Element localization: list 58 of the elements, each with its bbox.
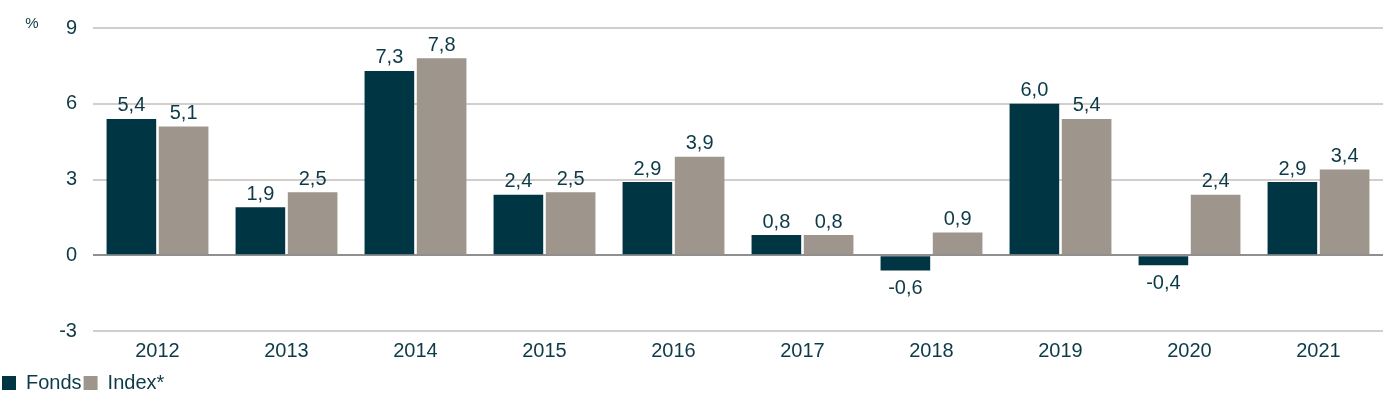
data-label: 0,8	[762, 209, 791, 232]
bar	[1190, 194, 1241, 255]
data-label: 2,4	[504, 169, 533, 192]
data-label: 2,4	[1201, 169, 1230, 192]
x-tick-label: 2019	[1038, 338, 1083, 361]
y-tick-label: 3	[65, 167, 77, 190]
bar	[1319, 169, 1370, 255]
bar	[751, 235, 802, 255]
bar	[1009, 103, 1060, 255]
legend-label: Fonds	[26, 370, 82, 393]
bar	[493, 194, 544, 255]
x-tick-label: 2013	[264, 338, 309, 361]
data-label: 7,3	[375, 45, 404, 68]
bar	[364, 70, 415, 255]
data-label: 2,9	[1278, 156, 1307, 179]
data-label: 5,4	[1072, 93, 1101, 116]
bar	[287, 192, 338, 255]
data-label: 1,9	[246, 181, 275, 204]
bar	[158, 126, 209, 255]
data-label: -0,6	[888, 275, 923, 298]
data-label: 6,0	[1020, 78, 1049, 101]
x-tick-label: 2015	[522, 338, 567, 361]
data-label: 3,9	[685, 131, 714, 154]
legend-label: Index*	[107, 370, 165, 393]
bar	[674, 156, 725, 255]
bar	[1267, 182, 1318, 255]
x-tick-label: 2014	[393, 338, 438, 361]
x-tick-label: 2012	[135, 338, 180, 361]
data-label: 0,8	[814, 209, 843, 232]
data-label: 3,4	[1330, 143, 1359, 166]
bar	[416, 58, 467, 255]
data-label: 7,8	[427, 32, 456, 55]
y-tick-label: 9	[65, 15, 77, 38]
data-label: 2,9	[633, 156, 662, 179]
bar	[106, 118, 157, 255]
data-label: 2,5	[556, 166, 585, 189]
data-label: 0,9	[943, 207, 972, 230]
x-tick-label: 2016	[651, 338, 696, 361]
bar	[545, 192, 596, 255]
data-label: 2,5	[298, 166, 327, 189]
x-tick-label: 2017	[780, 338, 825, 361]
bar	[1138, 256, 1189, 266]
bar	[235, 207, 286, 255]
x-tick-label: 2021	[1296, 338, 1341, 361]
x-tick-label: 2018	[909, 338, 954, 361]
x-tick-label: 2020	[1167, 338, 1212, 361]
y-tick-label: 6	[65, 91, 77, 114]
bar	[1061, 118, 1112, 255]
data-label: 5,1	[169, 100, 198, 123]
data-label: -0,4	[1146, 270, 1181, 293]
y-axis-title: %	[25, 14, 39, 32]
data-label: 5,4	[117, 93, 146, 116]
bar	[932, 232, 983, 255]
bar	[803, 235, 854, 255]
y-tick-label: 0	[65, 242, 77, 265]
bar	[880, 256, 931, 271]
bar	[622, 182, 673, 255]
y-tick-label: -3	[59, 318, 77, 341]
